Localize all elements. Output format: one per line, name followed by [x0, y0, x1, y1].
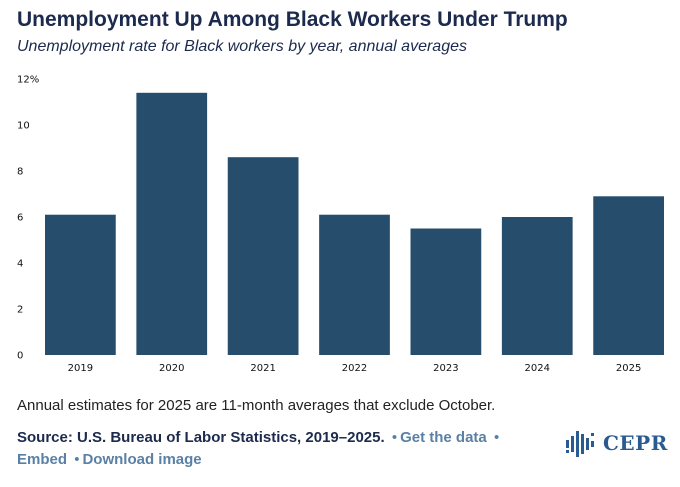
y-tick-label: 0: [17, 351, 23, 362]
footnote: Annual estimates for 2025 are 11-month a…: [17, 397, 496, 414]
source-text: Source: U.S. Bureau of Labor Statistics,…: [17, 429, 385, 446]
chart-title: Unemployment Up Among Black Workers Unde…: [17, 8, 568, 31]
separator: •: [493, 429, 500, 446]
x-tick-label: 2023: [433, 363, 458, 374]
x-tick-label: 2025: [616, 363, 641, 374]
y-tick-label: 6: [17, 213, 23, 224]
bar-2022[interactable]: [319, 214, 390, 355]
x-tick-label: 2019: [68, 363, 93, 374]
y-tick-label: 10: [17, 121, 30, 132]
bar-2025[interactable]: [593, 196, 664, 355]
cepr-logo-text: CEPR: [603, 431, 668, 455]
y-tick-label: 4: [17, 259, 23, 270]
x-tick-label: 2022: [342, 363, 367, 374]
source-line: Source: U.S. Bureau of Labor Statistics,…: [17, 427, 557, 471]
separator: •: [74, 451, 80, 468]
bar-2021[interactable]: [227, 157, 299, 355]
x-tick-label: 2021: [250, 363, 275, 374]
bar-2020[interactable]: [136, 92, 208, 356]
separator: •: [391, 429, 398, 446]
bar-2019[interactable]: [45, 214, 116, 355]
cepr-logo[interactable]: CEPR: [565, 428, 668, 458]
y-tick-label: 8: [17, 167, 23, 178]
y-tick-label: 12%: [17, 75, 39, 86]
get-data-link[interactable]: Get the data: [400, 429, 487, 446]
embed-link[interactable]: Embed: [17, 451, 68, 468]
download-image-link[interactable]: Download image: [82, 451, 202, 468]
bar-chart: 0 2 4 6 8 10 12% 2019 2020 2021 2022 2023 2024 2025: [17, 75, 664, 374]
x-tick-label: 2020: [159, 363, 184, 374]
chart-subtitle: Unemployment rate for Black workers by y…: [17, 38, 467, 55]
x-tick-label: 2024: [525, 363, 550, 374]
bar-2023[interactable]: [410, 228, 482, 356]
bar-2024[interactable]: [501, 217, 573, 355]
cepr-bars-icon: [566, 431, 594, 457]
y-tick-label: 2: [17, 305, 23, 316]
